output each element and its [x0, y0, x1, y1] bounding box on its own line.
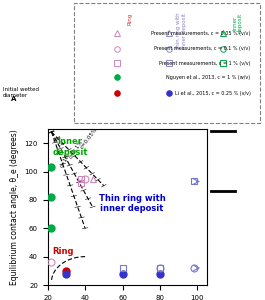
Text: Present measurements, c = 1 % (v/v): Present measurements, c = 1 % (v/v): [159, 61, 250, 65]
Text: Li et al., 2015, c = 0.25 % (v/v): Li et al., 2015, c = 0.25 % (v/v): [175, 91, 250, 95]
Text: c=0.05%: c=0.05%: [80, 127, 99, 150]
Text: Ring: Ring: [52, 247, 73, 256]
Text: c=1%: c=1%: [59, 152, 71, 168]
Text: A: A: [11, 96, 16, 102]
Text: Inner
deposit: Inner deposit: [232, 13, 243, 33]
Text: Ring: Ring: [127, 13, 132, 25]
Text: c=0.1%: c=0.1%: [68, 139, 84, 160]
Text: Present measurements, c = 0.05 % (v/v): Present measurements, c = 0.05 % (v/v): [151, 31, 250, 35]
Text: Initial wetted
diameter: Initial wetted diameter: [3, 87, 39, 98]
Text: Inner
deposit: Inner deposit: [52, 137, 88, 157]
Text: Thin ring with
inner deposit: Thin ring with inner deposit: [99, 194, 165, 213]
Y-axis label: Equilibrium contact angle, θ_e (degrees): Equilibrium contact angle, θ_e (degrees): [10, 129, 19, 285]
Text: Thin ring with
inner deposit: Thin ring with inner deposit: [176, 13, 187, 50]
Text: Nguyen et al., 2013, c = 1 % (w/v): Nguyen et al., 2013, c = 1 % (w/v): [166, 75, 250, 80]
Text: Present measurements, c = 0.1 % (v/v): Present measurements, c = 0.1 % (v/v): [154, 46, 250, 51]
